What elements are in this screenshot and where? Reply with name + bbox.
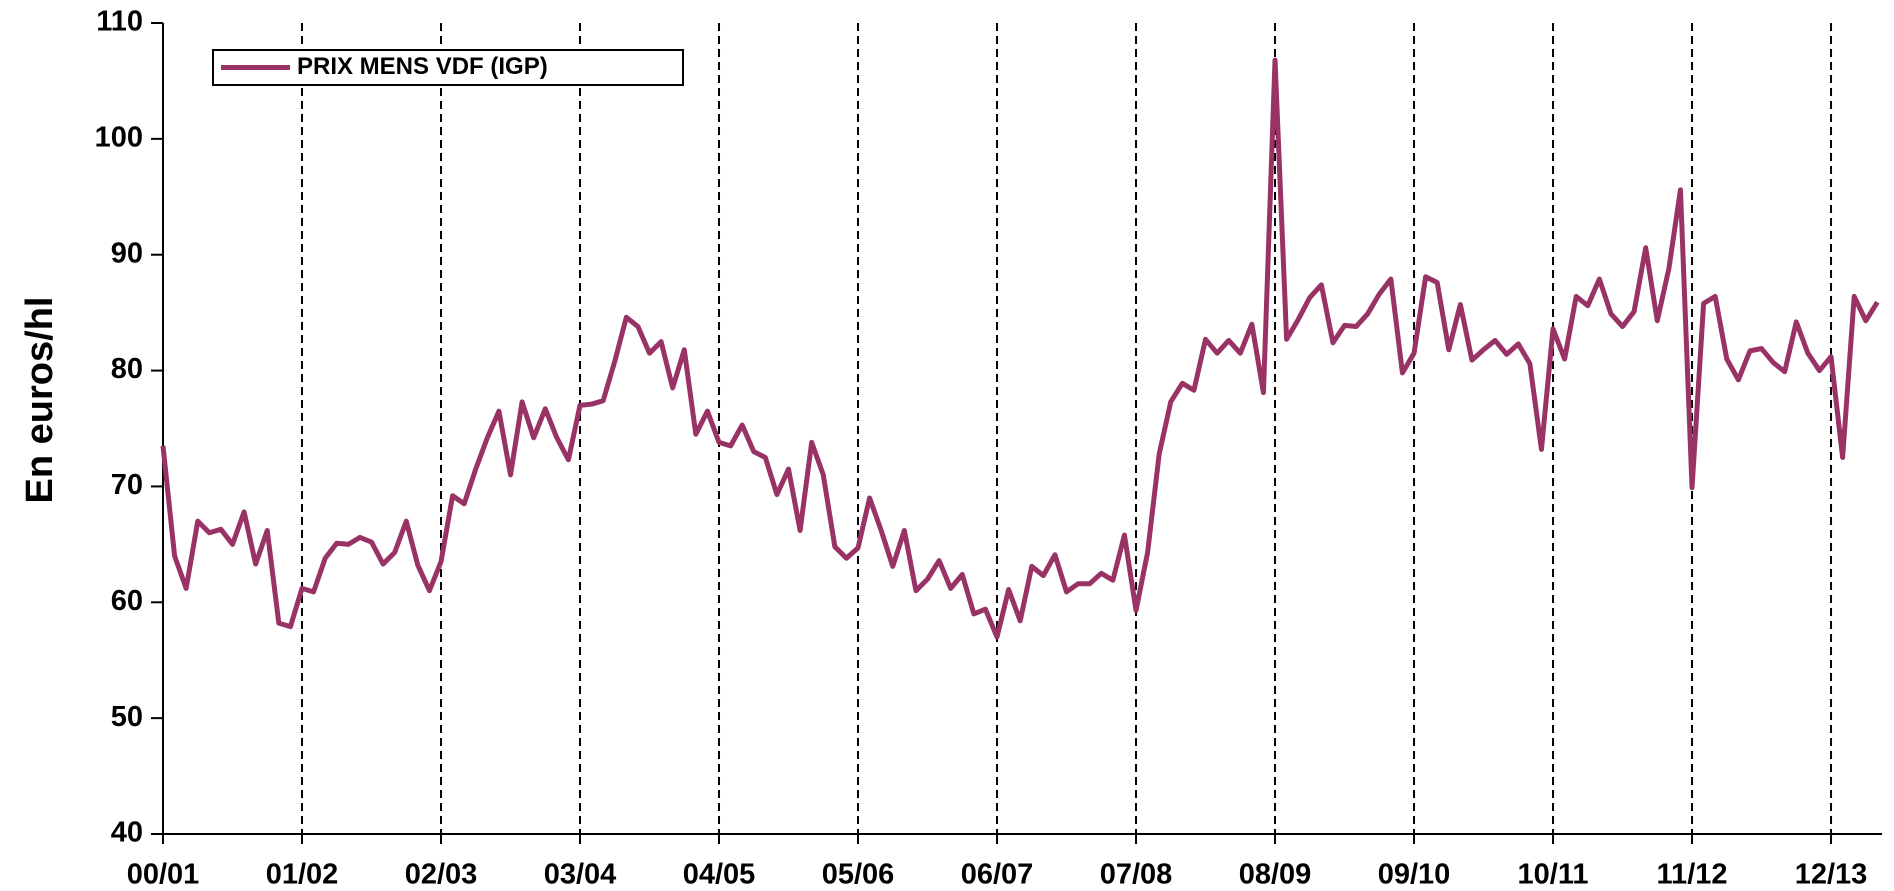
- x-tick-label: 12/13: [1795, 859, 1868, 891]
- x-tick-label: 04/05: [683, 859, 756, 891]
- y-tick-label: 40: [111, 817, 143, 849]
- x-tick-label: 08/09: [1239, 859, 1312, 891]
- y-tick-label: 60: [111, 585, 143, 617]
- x-tick-label: 05/06: [822, 859, 895, 891]
- y-tick-label: 90: [111, 237, 143, 269]
- y-tick-label: 100: [95, 122, 143, 154]
- x-tick-label: 10/11: [1518, 859, 1589, 891]
- series-line: [160, 57, 1880, 640]
- x-tick-label: 06/07: [961, 859, 1034, 891]
- x-tick-label: 01/02: [266, 859, 339, 891]
- y-tick-label: 50: [111, 701, 143, 733]
- y-tick-label: 110: [96, 6, 143, 38]
- x-tick-label: 07/08: [1100, 859, 1173, 891]
- x-tick-label: 02/03: [405, 859, 478, 891]
- y-axis-title: En euros/hl: [19, 297, 61, 504]
- x-tick-label: 00/01: [127, 859, 200, 891]
- x-tick-label: 03/04: [544, 859, 617, 891]
- legend-box: [212, 49, 684, 86]
- legend-label: PRIX MENS VDF (IGP): [297, 53, 548, 80]
- x-tick-label: 09/10: [1378, 859, 1451, 891]
- y-tick-label: 80: [111, 353, 143, 385]
- y-tick-label: 70: [111, 469, 143, 501]
- x-tick-label: 11/12: [1657, 859, 1728, 891]
